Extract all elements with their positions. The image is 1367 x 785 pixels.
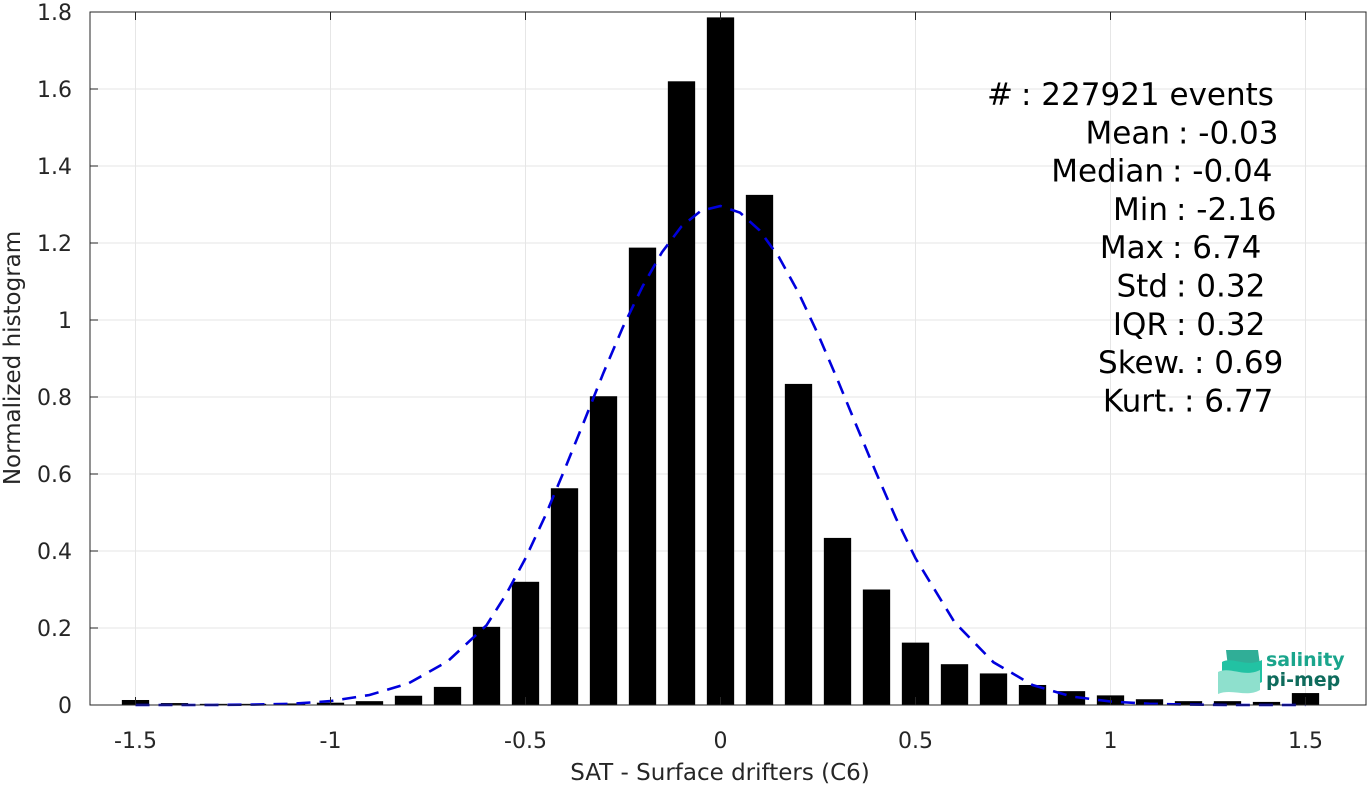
x-tick-label: 1 bbox=[1104, 729, 1118, 754]
histogram-bar bbox=[1213, 701, 1242, 705]
stats-label: Max bbox=[1100, 230, 1164, 266]
y-tick-labels: 0 0.2 0.4 0.6 0.8 1 1.2 1.4 1.6 1.8 bbox=[37, 1, 72, 719]
axes-frame bbox=[89, 11, 1367, 706]
logo-text-salinity: salinity bbox=[1266, 649, 1345, 671]
x-axis-title: SAT - Surface drifters (C6) bbox=[570, 760, 870, 785]
y-tick-label: 0.4 bbox=[37, 540, 72, 565]
histogram-bar bbox=[940, 664, 969, 705]
histogram-bar bbox=[901, 642, 930, 705]
histogram-bars bbox=[121, 17, 1320, 706]
x-tick-label: -0.5 bbox=[504, 729, 547, 754]
stats-label: Min bbox=[1113, 192, 1168, 228]
y-tick-label: 0.2 bbox=[37, 617, 72, 642]
histogram-bar bbox=[511, 581, 540, 705]
x-tick-label: -1 bbox=[320, 729, 342, 754]
salinity-pi-mep-logo: salinity pi-mep bbox=[1218, 649, 1345, 694]
x-tick-label: 0 bbox=[714, 729, 728, 754]
histogram-bar bbox=[667, 81, 696, 706]
stats-value: : 227921 events bbox=[1021, 77, 1274, 113]
stats-value: : 0.32 bbox=[1176, 269, 1265, 305]
stats-value: : 0.32 bbox=[1176, 307, 1265, 343]
y-tick-label: 0 bbox=[58, 694, 72, 719]
histogram-bar bbox=[589, 396, 618, 705]
histogram-bar bbox=[784, 383, 813, 705]
stats-value: : -0.04 bbox=[1172, 154, 1273, 190]
stats-value: : -2.16 bbox=[1176, 192, 1277, 228]
x-tick-label: -1.5 bbox=[114, 729, 157, 754]
stats-label: Kurt. bbox=[1103, 383, 1176, 419]
stats-label: Mean bbox=[1086, 115, 1170, 151]
histogram-bar bbox=[1252, 701, 1281, 705]
histogram-bar bbox=[628, 247, 657, 705]
histogram-bar bbox=[394, 695, 423, 705]
stats-label: Skew. bbox=[1098, 345, 1186, 381]
y-tick-label: 0.6 bbox=[37, 463, 72, 488]
stats-label: Median bbox=[1051, 154, 1164, 190]
histogram-bar bbox=[1135, 699, 1164, 705]
histogram-bar bbox=[355, 701, 384, 705]
stats-value: : 6.74 bbox=[1172, 230, 1261, 266]
stats-value: : 0.69 bbox=[1194, 345, 1283, 381]
histogram-bar bbox=[160, 703, 189, 705]
y-tick-label: 0.8 bbox=[37, 386, 72, 411]
histogram-bar bbox=[979, 673, 1008, 705]
histogram-bar bbox=[706, 17, 735, 705]
x-tick-label: 1.5 bbox=[1288, 729, 1323, 754]
stats-label: IQR bbox=[1113, 307, 1168, 343]
histogram-bar bbox=[1018, 684, 1047, 705]
stats-value: : -0.03 bbox=[1178, 115, 1279, 151]
stats-value: : 6.77 bbox=[1184, 383, 1273, 419]
histogram-bar bbox=[745, 194, 774, 705]
y-tick-label: 1.6 bbox=[37, 78, 72, 103]
x-tick-label: 0.5 bbox=[898, 729, 933, 754]
y-axis-title: Normalized histogram bbox=[0, 231, 26, 485]
histogram-bar bbox=[550, 488, 579, 705]
x-tick-labels: -1.5 -1 -0.5 0 0.5 1 1.5 bbox=[114, 729, 1323, 754]
logo-waves-icon bbox=[1218, 650, 1262, 694]
y-tick-label: 1 bbox=[58, 309, 72, 334]
logo-text-pi-mep: pi-mep bbox=[1266, 669, 1340, 691]
y-tick-label: 1.8 bbox=[37, 1, 72, 26]
stats-label: Std bbox=[1116, 269, 1168, 305]
y-tick-label: 1.2 bbox=[37, 232, 72, 257]
histogram-bar bbox=[433, 686, 462, 705]
gaussian-fit-curve bbox=[135, 204, 1306, 707]
histogram-bar bbox=[472, 626, 501, 705]
y-tick-label: 1.4 bbox=[37, 155, 72, 180]
histogram-bar bbox=[862, 589, 891, 705]
axes bbox=[89, 11, 1367, 706]
histogram-bar bbox=[823, 537, 852, 705]
histogram-bar bbox=[1174, 701, 1203, 705]
histogram-bar bbox=[277, 703, 306, 705]
stats-label: # bbox=[987, 77, 1013, 113]
